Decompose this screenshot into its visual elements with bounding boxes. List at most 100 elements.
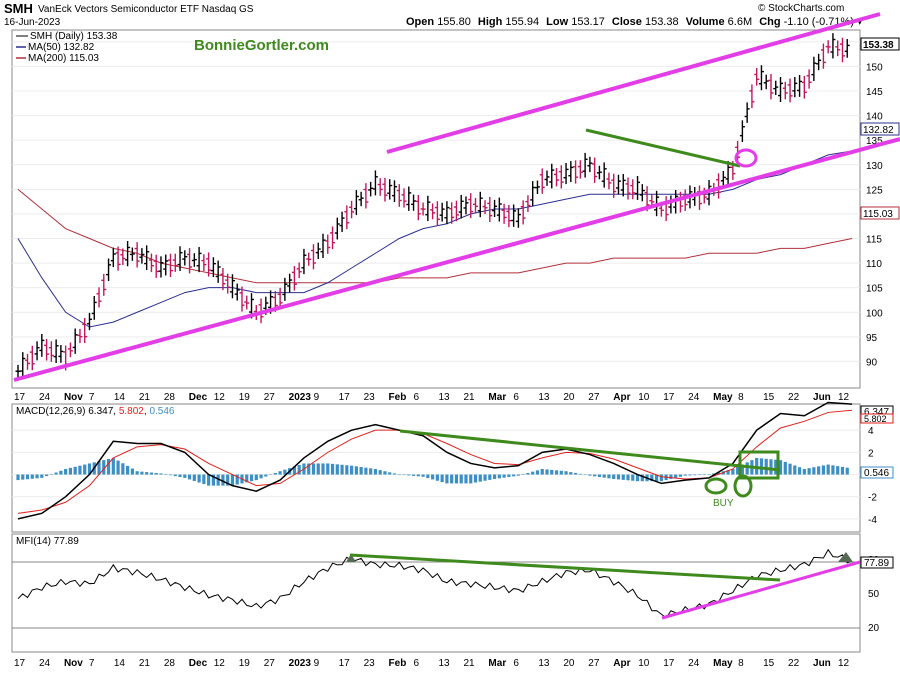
- price-bar: [830, 33, 836, 59]
- macd-tag: 6.347: [864, 407, 889, 418]
- macd-hist-bar: [578, 473, 582, 475]
- macd-hist-bar: [411, 474, 416, 476]
- price-bar: [506, 205, 512, 228]
- macd-hist-bar: [44, 474, 49, 477]
- price-bar: [320, 233, 326, 259]
- price-bar: [172, 253, 178, 272]
- macd-hist-bar: [383, 471, 387, 475]
- x-tick-label: 10: [638, 392, 650, 403]
- price-grid: [12, 41, 860, 362]
- macd-hist-bar: [350, 465, 354, 475]
- price-y-tick: 115: [866, 235, 882, 246]
- macd-hist-bar: [230, 474, 235, 486]
- macd-hist-bar: [497, 474, 501, 479]
- x-tick-label: 7: [89, 658, 95, 669]
- macd-hist-bar: [268, 474, 273, 476]
- macd-hist-bar: [402, 474, 406, 476]
- macd-buy-circle-2: [733, 474, 753, 498]
- x-tick-label: 14: [114, 658, 126, 669]
- macd-hist-bar: [492, 474, 497, 479]
- buy-annotation: BUY: [713, 498, 734, 509]
- price-bar: [558, 165, 564, 189]
- price-bar: [434, 201, 440, 226]
- price-bar: [115, 246, 121, 271]
- macd-hist-bar: [73, 466, 77, 475]
- mfi-y-tick: 20: [868, 623, 880, 634]
- price-bar: [334, 217, 340, 240]
- price-bar: [625, 177, 631, 200]
- x-tick-label: Jun: [813, 658, 831, 669]
- price-bar: [239, 286, 245, 312]
- price-bar: [411, 194, 417, 211]
- x-tick-label: 27: [264, 658, 276, 669]
- x-tick-label: 24: [688, 658, 700, 669]
- price-bar: [744, 102, 750, 123]
- mfi-y-tick: 50: [868, 589, 880, 600]
- price-bar: [296, 262, 302, 279]
- macd-hist-bar: [702, 474, 706, 476]
- x-tick-label: 10: [638, 658, 650, 669]
- price-bar: [773, 80, 779, 96]
- price-bar: [468, 193, 474, 219]
- macd-hist-bar: [407, 474, 411, 476]
- ohlc-readout: Open 155.80 High 155.94 Low 153.17 Close…: [406, 16, 863, 28]
- mfi-overbought-fill-1: [346, 554, 356, 562]
- price-bar: [44, 338, 50, 361]
- x-tick-label: 17: [339, 658, 351, 669]
- price-y-tick: 125: [866, 185, 883, 196]
- macd-hist-bar: [831, 465, 835, 475]
- price-bar: [539, 168, 545, 194]
- macd-hist-bar: [502, 474, 506, 478]
- price-bar: [801, 75, 807, 99]
- price-bar: [839, 37, 845, 63]
- macd-hist-bar: [597, 474, 602, 477]
- x-tick-label: 23: [364, 392, 376, 403]
- x-tick-label: 24: [688, 392, 700, 403]
- price-bar: [129, 247, 135, 261]
- macd-hist-bar: [116, 460, 120, 475]
- price-bar: [511, 204, 517, 227]
- price-bar: [415, 194, 421, 221]
- price-bar: [677, 191, 683, 213]
- macd-hist-bar: [126, 465, 130, 475]
- macd-hist-bar: [259, 474, 263, 479]
- price-bar: [615, 174, 621, 195]
- macd-hist-bar: [731, 469, 735, 475]
- x-tick-label: 13: [438, 658, 450, 669]
- x-tick-label: Feb: [389, 392, 407, 403]
- macd-hist-bar: [635, 474, 640, 482]
- macd-hist-bar: [788, 463, 792, 475]
- price-bar: [725, 160, 731, 186]
- price-y-tick: 135: [866, 136, 883, 147]
- source-credit: © StockCharts.com: [758, 3, 844, 14]
- legend-price: SMH (Daily) 153.38: [30, 31, 118, 42]
- x-tick-label: May: [713, 392, 733, 403]
- macd-line: [17, 401, 853, 520]
- macd-hist-bar: [330, 463, 335, 475]
- macd-hist-bar: [364, 467, 368, 475]
- macd-hist-bar: [25, 474, 30, 480]
- price-bar: [25, 353, 31, 370]
- x-tick-label: 12: [838, 658, 850, 669]
- price-bar: [210, 257, 216, 277]
- x-tick-label: 23: [364, 658, 376, 669]
- price-bar: [592, 157, 598, 183]
- price-bar: [377, 178, 383, 196]
- price-bar: [206, 252, 212, 277]
- price-bar: [291, 266, 297, 291]
- price-bar: [330, 226, 336, 250]
- macd-hist-bar: [421, 474, 425, 477]
- macd-hist-bar: [745, 462, 749, 475]
- x-tick-label: 6: [513, 658, 519, 669]
- macd-hist-bar: [626, 474, 630, 481]
- macd-hist-bar: [712, 473, 716, 475]
- mfi-uptrend-line: [661, 560, 861, 620]
- legend-ma50: MA(50) 132.82: [28, 42, 95, 53]
- price-bar: [716, 173, 722, 199]
- price-bar: [439, 202, 445, 222]
- price-y-tick: 140: [866, 112, 883, 123]
- x-tick-label: 12: [214, 658, 226, 669]
- price-bar: [430, 203, 436, 220]
- macd-hist-bar: [736, 466, 740, 475]
- price-bar: [344, 205, 350, 230]
